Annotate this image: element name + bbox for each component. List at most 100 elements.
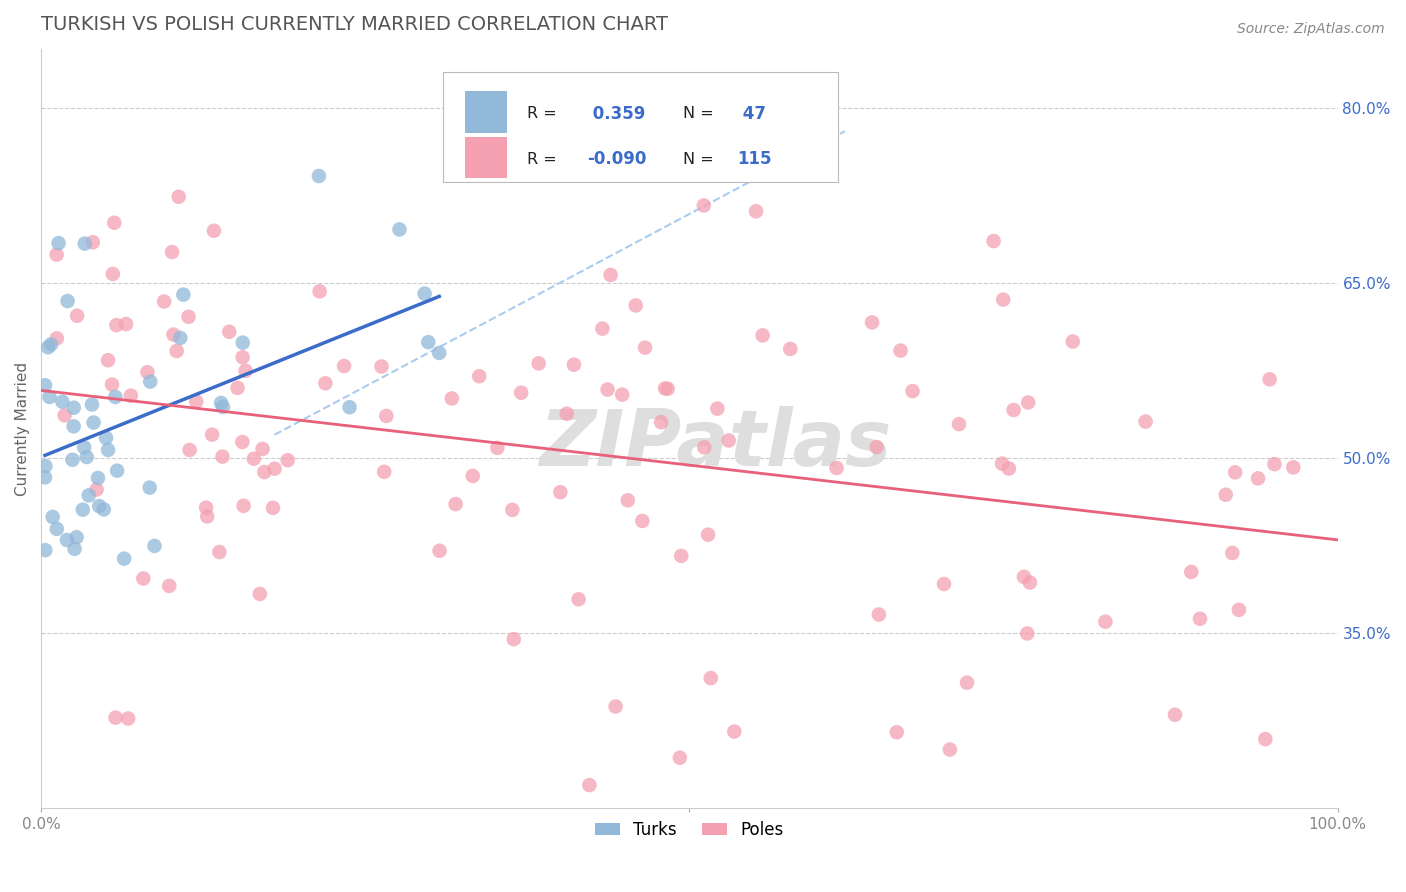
Point bbox=[998, 461, 1021, 475]
Legend: Turks, Poles: Turks, Poles bbox=[589, 814, 790, 846]
Point bbox=[120, 389, 142, 403]
Point bbox=[56, 533, 79, 547]
Point bbox=[886, 725, 908, 739]
Point bbox=[87, 471, 110, 485]
Point bbox=[169, 331, 191, 345]
Point bbox=[232, 335, 254, 350]
Point bbox=[1180, 565, 1202, 579]
Point bbox=[745, 204, 768, 219]
Point bbox=[1094, 615, 1116, 629]
Point bbox=[72, 502, 94, 516]
Point bbox=[444, 497, 467, 511]
Text: R =: R = bbox=[527, 152, 562, 167]
Point bbox=[73, 440, 96, 454]
Point bbox=[179, 442, 201, 457]
Point bbox=[1188, 612, 1211, 626]
Point bbox=[717, 434, 740, 448]
Point bbox=[1254, 732, 1277, 747]
Point bbox=[45, 522, 67, 536]
Point bbox=[103, 216, 125, 230]
Point bbox=[461, 469, 484, 483]
Point bbox=[166, 344, 188, 359]
Point bbox=[723, 724, 745, 739]
Text: 0.359: 0.359 bbox=[586, 105, 645, 123]
Point bbox=[866, 440, 889, 454]
Point bbox=[97, 442, 120, 457]
Point bbox=[53, 409, 76, 423]
Point bbox=[993, 293, 1015, 307]
Point bbox=[62, 419, 84, 434]
Point bbox=[1017, 395, 1039, 409]
Point bbox=[339, 401, 361, 415]
Point bbox=[117, 712, 139, 726]
Point bbox=[333, 359, 356, 373]
Point bbox=[501, 503, 523, 517]
Point bbox=[375, 409, 398, 423]
Point bbox=[697, 527, 720, 541]
Point bbox=[76, 450, 98, 464]
Point bbox=[56, 293, 79, 308]
Point bbox=[195, 500, 218, 515]
FancyBboxPatch shape bbox=[443, 72, 838, 182]
Point bbox=[527, 356, 550, 370]
Text: N =: N = bbox=[683, 152, 718, 167]
Point bbox=[693, 440, 716, 454]
Point bbox=[37, 340, 59, 354]
Point bbox=[1019, 575, 1042, 590]
Point bbox=[1164, 707, 1187, 722]
Y-axis label: Currently Married: Currently Married bbox=[15, 362, 30, 496]
Point bbox=[1002, 403, 1025, 417]
Point bbox=[1258, 372, 1281, 386]
Point bbox=[1012, 570, 1035, 584]
Point bbox=[429, 543, 451, 558]
Point bbox=[132, 571, 155, 585]
Point bbox=[80, 398, 103, 412]
Point bbox=[136, 365, 159, 379]
Point bbox=[218, 325, 240, 339]
Point bbox=[153, 294, 176, 309]
Point bbox=[249, 587, 271, 601]
Point bbox=[308, 169, 330, 183]
Bar bbox=[465, 136, 506, 178]
Point bbox=[101, 267, 124, 281]
Point bbox=[939, 742, 962, 756]
Point bbox=[1223, 466, 1246, 480]
Point bbox=[1135, 415, 1157, 429]
Point bbox=[38, 390, 60, 404]
Point bbox=[115, 317, 138, 331]
Point bbox=[66, 309, 89, 323]
Point bbox=[779, 342, 801, 356]
Point bbox=[101, 377, 124, 392]
Point bbox=[89, 499, 111, 513]
Point bbox=[232, 499, 254, 513]
Point bbox=[202, 224, 225, 238]
Point bbox=[1247, 471, 1270, 485]
Point bbox=[82, 235, 104, 250]
Point bbox=[486, 441, 509, 455]
Point bbox=[45, 247, 67, 261]
Point bbox=[370, 359, 392, 374]
Point bbox=[63, 541, 86, 556]
Point bbox=[277, 453, 299, 467]
Text: TURKISH VS POLISH CURRENTLY MARRIED CORRELATION CHART: TURKISH VS POLISH CURRENTLY MARRIED CORR… bbox=[41, 15, 668, 34]
Point bbox=[502, 632, 524, 646]
Point bbox=[413, 286, 436, 301]
Point bbox=[555, 407, 578, 421]
Point bbox=[62, 401, 84, 415]
Point bbox=[991, 457, 1014, 471]
Point bbox=[706, 401, 728, 416]
Point bbox=[599, 268, 621, 282]
Point bbox=[1220, 546, 1243, 560]
Point bbox=[825, 461, 848, 475]
Point bbox=[86, 483, 108, 497]
Point bbox=[252, 442, 274, 456]
Point bbox=[186, 394, 208, 409]
Point bbox=[510, 385, 533, 400]
Point bbox=[373, 465, 395, 479]
Point bbox=[1263, 457, 1285, 471]
Text: ZIPatlas: ZIPatlas bbox=[538, 406, 891, 482]
Point bbox=[34, 543, 56, 558]
Point bbox=[1227, 603, 1250, 617]
Point bbox=[693, 198, 716, 212]
Point bbox=[612, 387, 634, 401]
